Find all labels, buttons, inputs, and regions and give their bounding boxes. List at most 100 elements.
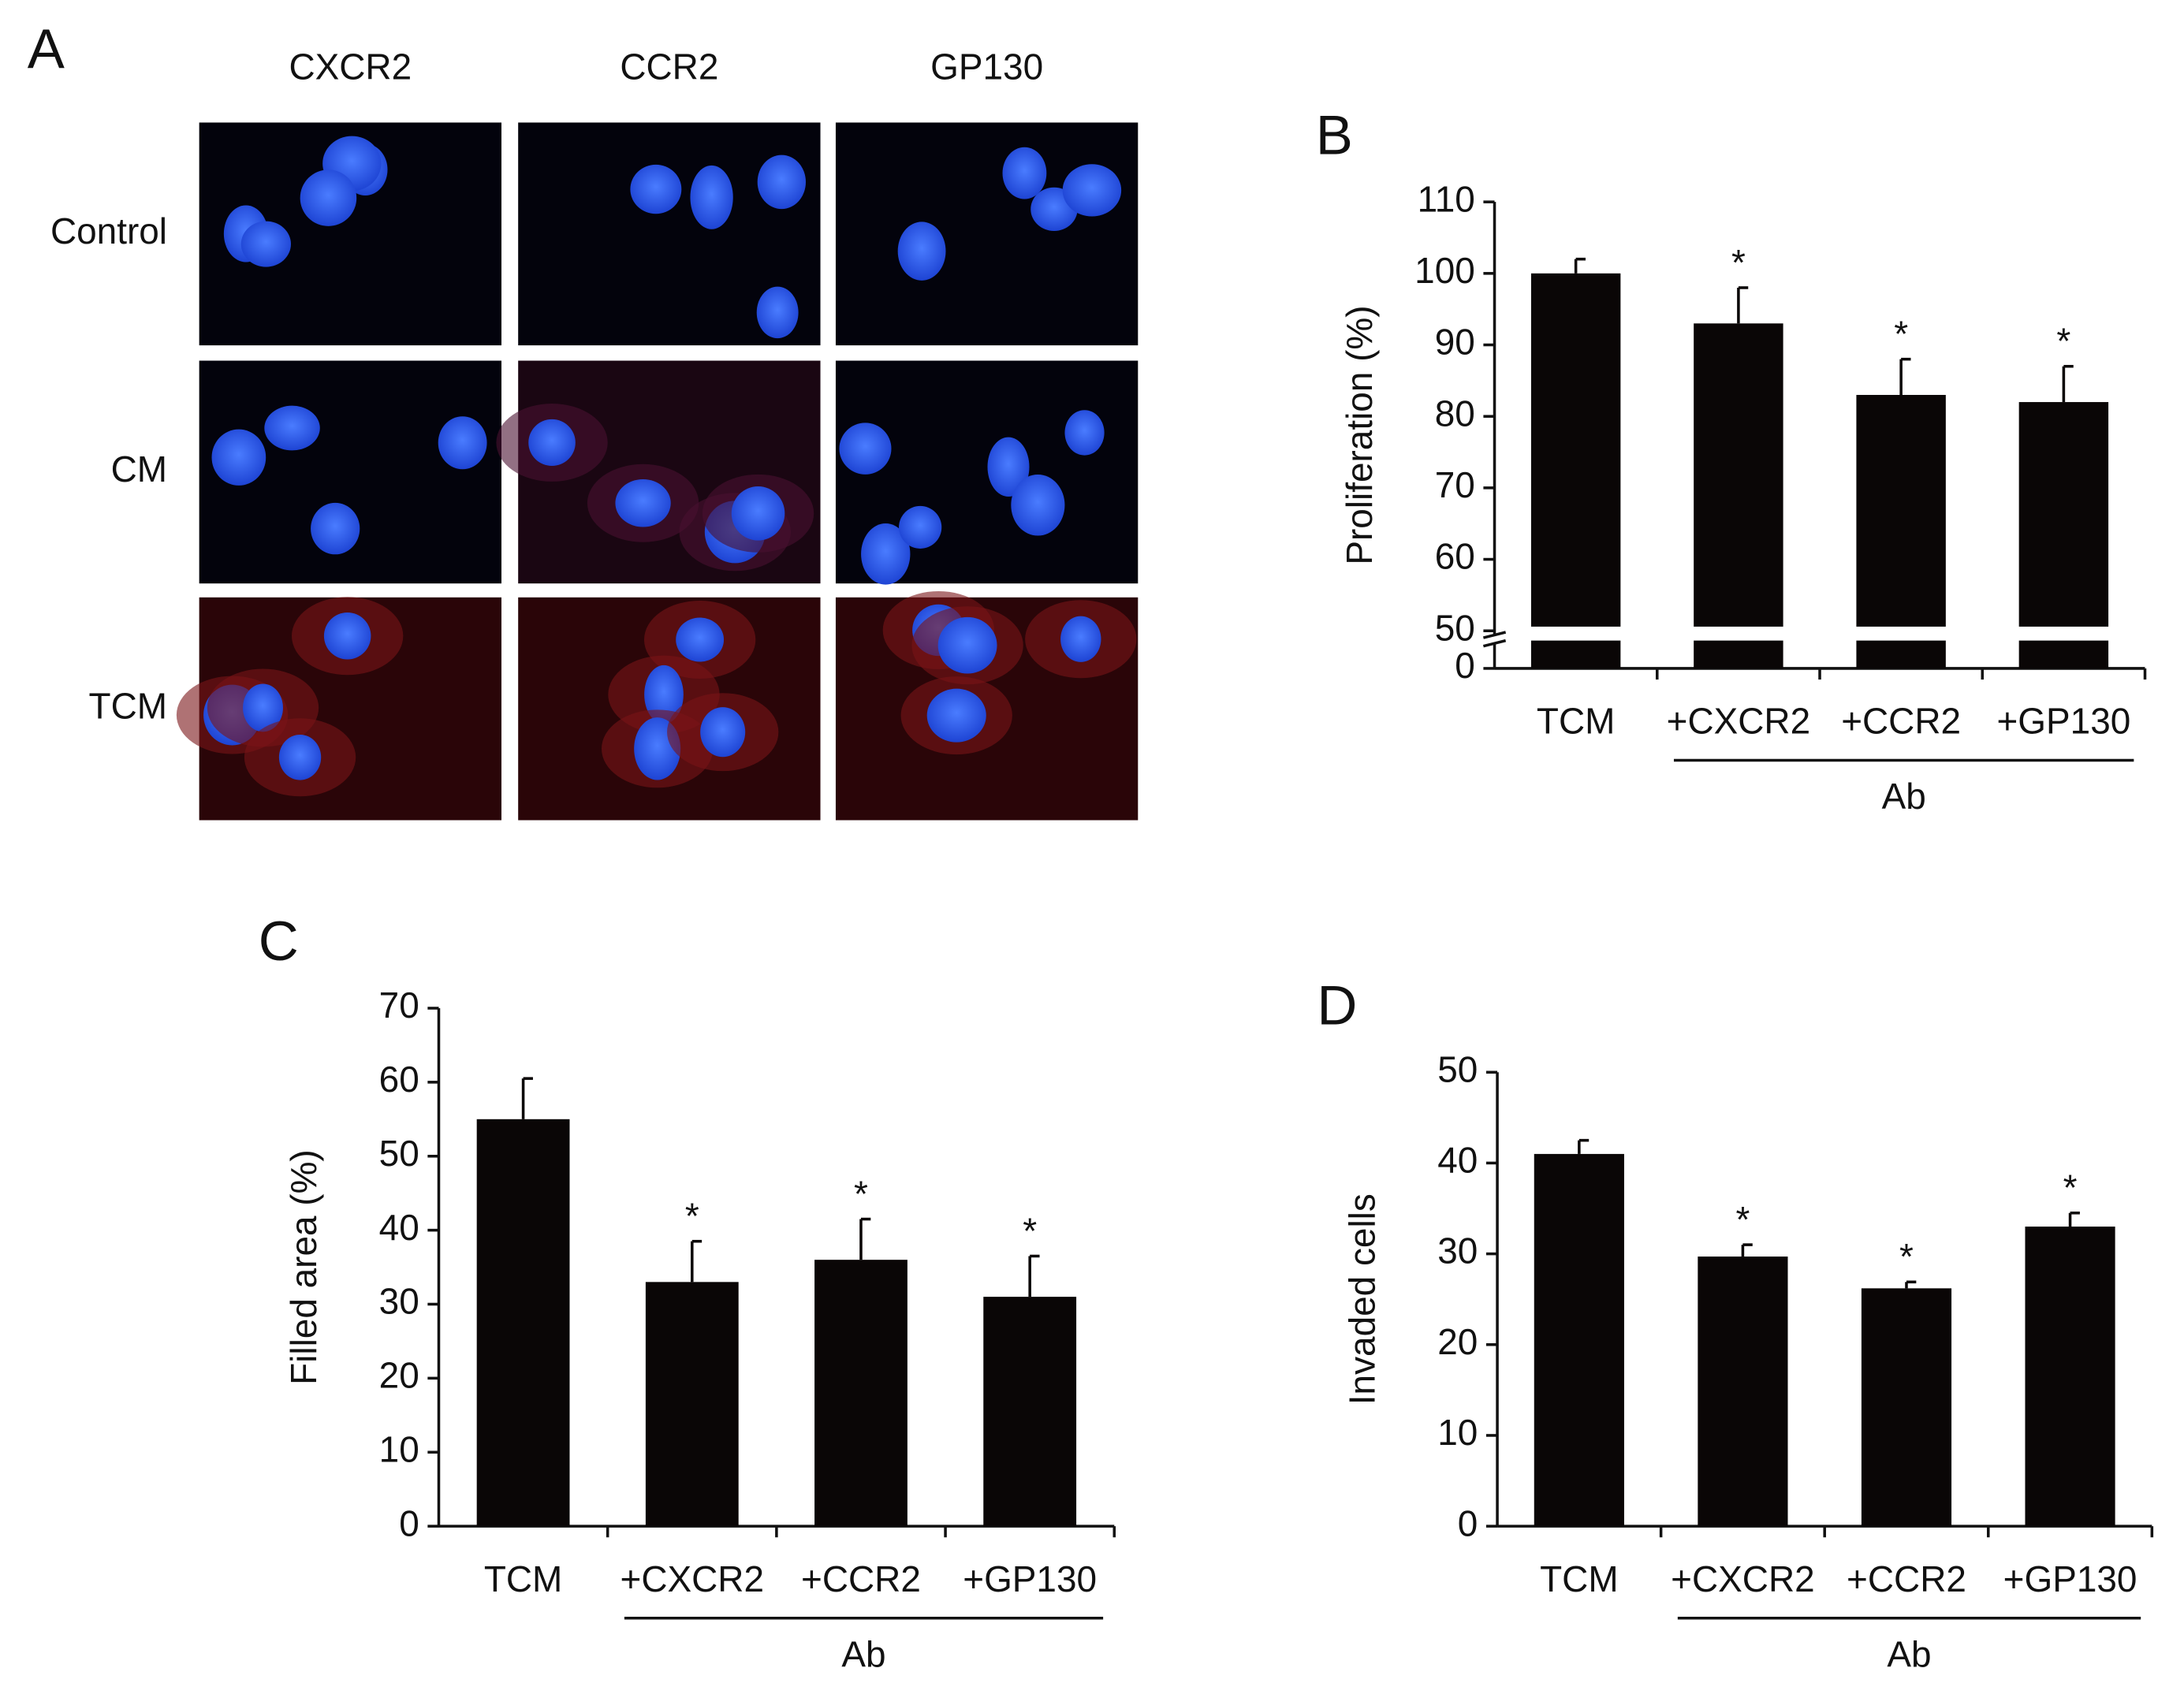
row-label: Control: [50, 210, 167, 251]
bar: [1698, 1257, 1788, 1527]
nucleus: [987, 437, 1030, 497]
y-tick-label: 50: [379, 1133, 419, 1174]
y-tick-label: 70: [379, 985, 419, 1026]
x-tick-label: +GP130: [2003, 1558, 2137, 1599]
micrograph: [835, 122, 1139, 346]
y-tick-label: 30: [1437, 1230, 1478, 1271]
nucleus: [676, 617, 725, 662]
bar: [1856, 394, 1946, 668]
nucleus: [839, 423, 892, 475]
nucleus: [1011, 474, 1065, 536]
y-tick-label: 30: [379, 1281, 419, 1322]
x-tick-label: +CXCR2: [1671, 1558, 1814, 1599]
nucleus: [630, 164, 682, 214]
column-label: CXCR2: [289, 46, 412, 87]
y-tick-label: 110: [1418, 178, 1475, 219]
row-label: CM: [111, 449, 167, 490]
nucleus: [211, 429, 266, 486]
panel-label: A: [28, 17, 65, 80]
group-label: Ab: [1887, 1633, 1931, 1674]
x-tick-label: +CCR2: [1841, 701, 1961, 742]
nucleus: [311, 502, 360, 555]
y-tick-label: 60: [1435, 536, 1475, 577]
bar-break: [1530, 626, 1623, 641]
panel-label: B: [1316, 103, 1353, 166]
nucleus: [528, 419, 576, 467]
nucleus: [323, 612, 371, 660]
nucleus: [240, 221, 291, 267]
nucleus: [1064, 410, 1105, 456]
x-tick-label: +CCR2: [1847, 1558, 1966, 1599]
nucleus: [615, 478, 671, 527]
bar: [1530, 273, 1621, 668]
y-tick-label: 40: [1437, 1140, 1478, 1181]
x-tick-label: +CCR2: [801, 1558, 921, 1599]
y-tick-label: 100: [1414, 250, 1475, 291]
significance-mark: *: [1731, 242, 1746, 283]
bar-break: [1854, 626, 1947, 641]
y-axis-label: Filled area (%): [283, 1149, 324, 1385]
bar: [814, 1260, 908, 1527]
group-label: Ab: [1882, 776, 1926, 817]
column-label: CCR2: [620, 46, 718, 87]
bar: [1694, 323, 1783, 668]
bar: [2018, 402, 2109, 668]
panel-label: D: [1317, 974, 1357, 1036]
y-tick-label: 80: [1435, 393, 1475, 434]
significance-mark: *: [854, 1173, 868, 1214]
nucleus: [926, 688, 986, 743]
x-tick-label: TCM: [484, 1558, 562, 1599]
nucleus: [243, 683, 283, 732]
significance-mark: *: [1899, 1236, 1914, 1277]
x-tick-label: TCM: [1537, 701, 1615, 742]
nucleus: [1062, 164, 1122, 217]
y-tick-label: 40: [379, 1207, 419, 1248]
x-tick-label: TCM: [1540, 1558, 1618, 1599]
bar: [2025, 1227, 2115, 1527]
y-axis-label: Invaded cells: [1341, 1193, 1382, 1405]
row-label: TCM: [89, 685, 167, 726]
y-axis-label: Proliferation (%): [1339, 305, 1380, 564]
nucleus: [1060, 616, 1101, 662]
nucleus: [264, 405, 320, 451]
y-tick-label: 20: [379, 1355, 419, 1396]
axis-break: [1482, 631, 1507, 639]
nucleus: [644, 665, 684, 724]
significance-mark: *: [1735, 1199, 1750, 1240]
nucleus: [897, 222, 946, 281]
nucleus: [438, 416, 487, 470]
bar: [476, 1119, 570, 1527]
nucleus: [278, 734, 322, 780]
significance-mark: *: [1894, 314, 1908, 355]
bar: [645, 1282, 739, 1527]
bar: [1534, 1153, 1624, 1527]
significance-mark: *: [685, 1196, 699, 1237]
nucleus: [700, 707, 746, 758]
nucleus: [300, 169, 357, 226]
y-tick-label: 0: [1455, 645, 1475, 686]
y-tick-label: 0: [399, 1502, 419, 1543]
y-tick-label: 20: [1437, 1321, 1478, 1362]
group-label: Ab: [841, 1633, 885, 1674]
x-tick-label: +CXCR2: [621, 1558, 764, 1599]
bar: [983, 1297, 1077, 1527]
y-tick-label: 50: [1435, 607, 1475, 648]
nucleus: [861, 523, 911, 585]
y-tick-label: 0: [1458, 1502, 1478, 1543]
nucleus: [690, 165, 733, 229]
y-tick-label: 70: [1435, 464, 1475, 505]
x-tick-label: +GP130: [963, 1558, 1097, 1599]
significance-mark: *: [2056, 321, 2070, 362]
nucleus: [1002, 147, 1047, 199]
nucleus: [757, 155, 806, 210]
nucleus: [731, 486, 785, 541]
significance-mark: *: [1023, 1210, 1037, 1251]
y-tick-label: 50: [1437, 1048, 1478, 1089]
nucleus: [756, 286, 799, 339]
axis-break: [1482, 639, 1507, 648]
nucleus: [937, 616, 997, 674]
nucleus: [899, 505, 942, 549]
y-tick-label: 10: [1437, 1412, 1478, 1453]
column-label: GP130: [930, 46, 1043, 87]
